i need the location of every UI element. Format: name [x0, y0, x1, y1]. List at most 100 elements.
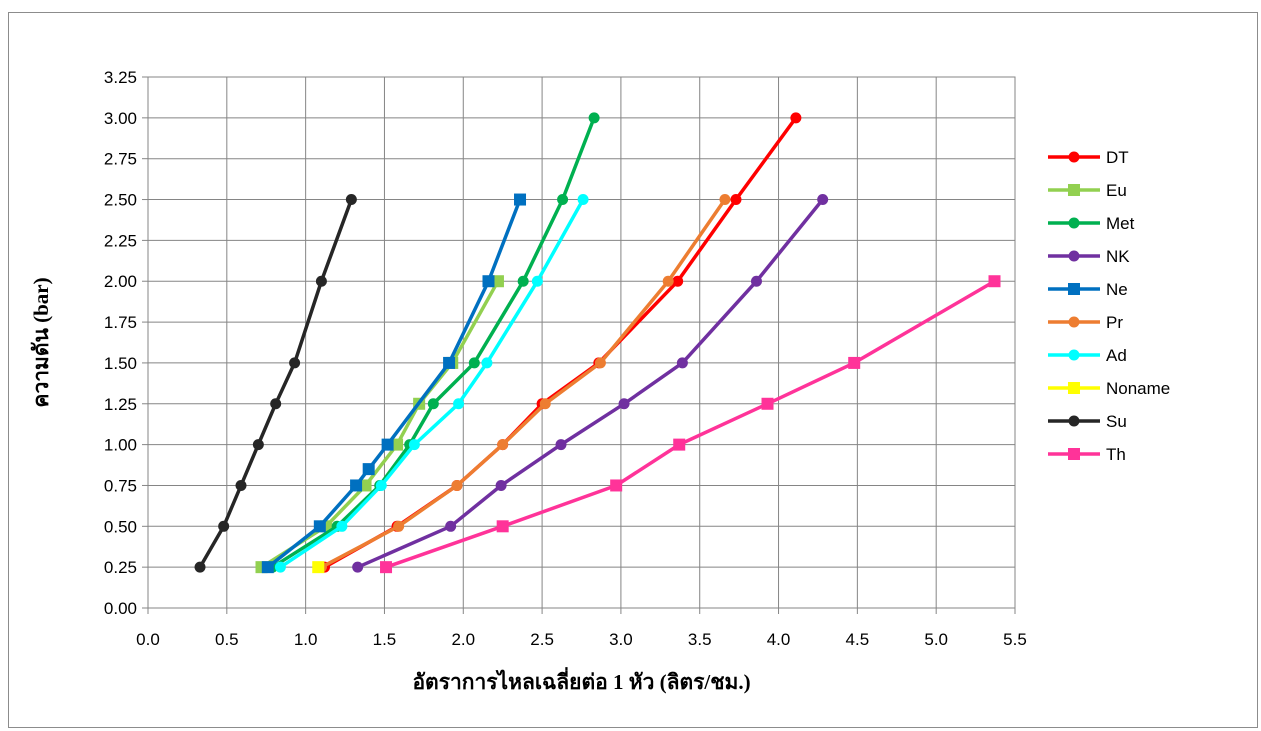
legend-swatch-marker [1068, 151, 1080, 163]
data-point [610, 479, 623, 492]
x-axis-title: อัตราการไหลเฉลี่ยต่อ 1 หัว (ลิตร/ชม.) [412, 666, 750, 694]
legend-swatch-marker [1068, 283, 1080, 295]
x-tick-label: 2.0 [451, 630, 475, 649]
x-tick-label: 4.0 [767, 630, 791, 649]
data-point [517, 275, 529, 287]
x-tick-label: 4.5 [846, 630, 870, 649]
series-ne [261, 193, 527, 574]
data-point [235, 479, 247, 491]
data-point [375, 479, 387, 491]
y-tick-label: 3.25 [104, 68, 137, 87]
grid-lines [147, 76, 1016, 609]
data-point [274, 561, 286, 573]
data-point [255, 561, 268, 574]
data-point [352, 561, 364, 573]
series-line-dt [323, 116, 798, 569]
data-point [312, 561, 325, 574]
data-point [261, 561, 274, 574]
data-point [451, 479, 463, 491]
legend-label: Ad [1106, 346, 1127, 365]
legend-swatch-marker [1068, 250, 1080, 262]
legend-label: Su [1106, 412, 1127, 431]
y-tick-label: 3.00 [104, 109, 137, 128]
series-line-su [198, 198, 354, 569]
x-tick-label: 2.5 [530, 630, 554, 649]
x-tick-label: 1.5 [373, 630, 397, 649]
legend-swatch-marker [1068, 349, 1080, 361]
series-ad [274, 194, 589, 573]
data-point [730, 194, 742, 206]
series-line-th [385, 279, 996, 569]
series-line-nk [356, 198, 825, 569]
legend-item-dt: DT [1048, 148, 1129, 167]
series-line-ad [279, 198, 585, 569]
data-point [817, 194, 829, 206]
data-point [672, 275, 684, 287]
legend-item-ne: Ne [1048, 280, 1128, 299]
legend-label: Met [1106, 214, 1135, 233]
data-point [662, 275, 674, 287]
x-tick-label: 5.5 [1003, 630, 1027, 649]
x-tick-label: 3.0 [609, 630, 633, 649]
legend-swatch-marker [1068, 217, 1080, 229]
data-point [391, 438, 404, 451]
data-point [315, 275, 327, 287]
x-axis-ticks: 0.0 0.5 1.0 1.5 2.0 2.5 3.0 3.5 4.0 4.5 5.0 5.5 [136, 608, 1027, 649]
series-noname [312, 561, 325, 574]
data-point [381, 438, 394, 451]
data-point [350, 479, 363, 492]
data-point [514, 193, 527, 206]
data-point [673, 438, 686, 451]
chart-frame [8, 12, 1258, 728]
data-point [531, 275, 543, 287]
data-point [618, 398, 630, 410]
series-nk [352, 194, 829, 573]
x-tick-label: 5.0 [924, 630, 948, 649]
data-point [988, 275, 1001, 288]
data-point [750, 275, 762, 287]
y-tick-label: 2.75 [104, 150, 137, 169]
legend-item-eu: Eu [1048, 181, 1127, 200]
x-tick-label: 0.5 [215, 630, 239, 649]
legend-item-th: Th [1048, 445, 1126, 464]
data-point [359, 479, 372, 492]
data-point [194, 561, 206, 573]
legend-label: Eu [1106, 181, 1127, 200]
legend-item-met: Met [1048, 214, 1135, 233]
plot-area-border [147, 76, 1016, 609]
legend-swatch-marker [1068, 415, 1080, 427]
data-point [443, 356, 456, 369]
legend-swatch-marker [1068, 184, 1080, 196]
data-point [393, 520, 405, 532]
y-tick-label: 2.50 [104, 191, 137, 210]
series-line-eu [260, 280, 500, 569]
data-point [336, 520, 348, 532]
data-point [289, 357, 301, 369]
data-point [427, 398, 439, 410]
data-point [719, 194, 731, 206]
legend-label: Pr [1106, 313, 1123, 332]
data-point [557, 194, 569, 206]
legend-item-su: Su [1048, 412, 1127, 431]
data-point [468, 357, 480, 369]
data-point [270, 398, 282, 410]
data-point [555, 439, 567, 451]
series-su [194, 194, 357, 573]
data-point [790, 112, 802, 124]
legend-label: DT [1106, 148, 1129, 167]
y-tick-label: 1.00 [104, 436, 137, 455]
y-tick-label: 0.00 [104, 599, 137, 618]
y-tick-label: 2.25 [104, 231, 137, 250]
y-tick-label: 0.50 [104, 517, 137, 536]
legend-label: Th [1106, 445, 1126, 464]
data-point [594, 357, 606, 369]
legend-label: NK [1106, 247, 1130, 266]
data-point [313, 520, 326, 533]
series-eu [255, 275, 504, 574]
data-point [539, 398, 551, 410]
data-point [588, 112, 600, 124]
data-point [577, 194, 589, 206]
data-point [676, 357, 688, 369]
y-tick-label: 1.75 [104, 313, 137, 332]
